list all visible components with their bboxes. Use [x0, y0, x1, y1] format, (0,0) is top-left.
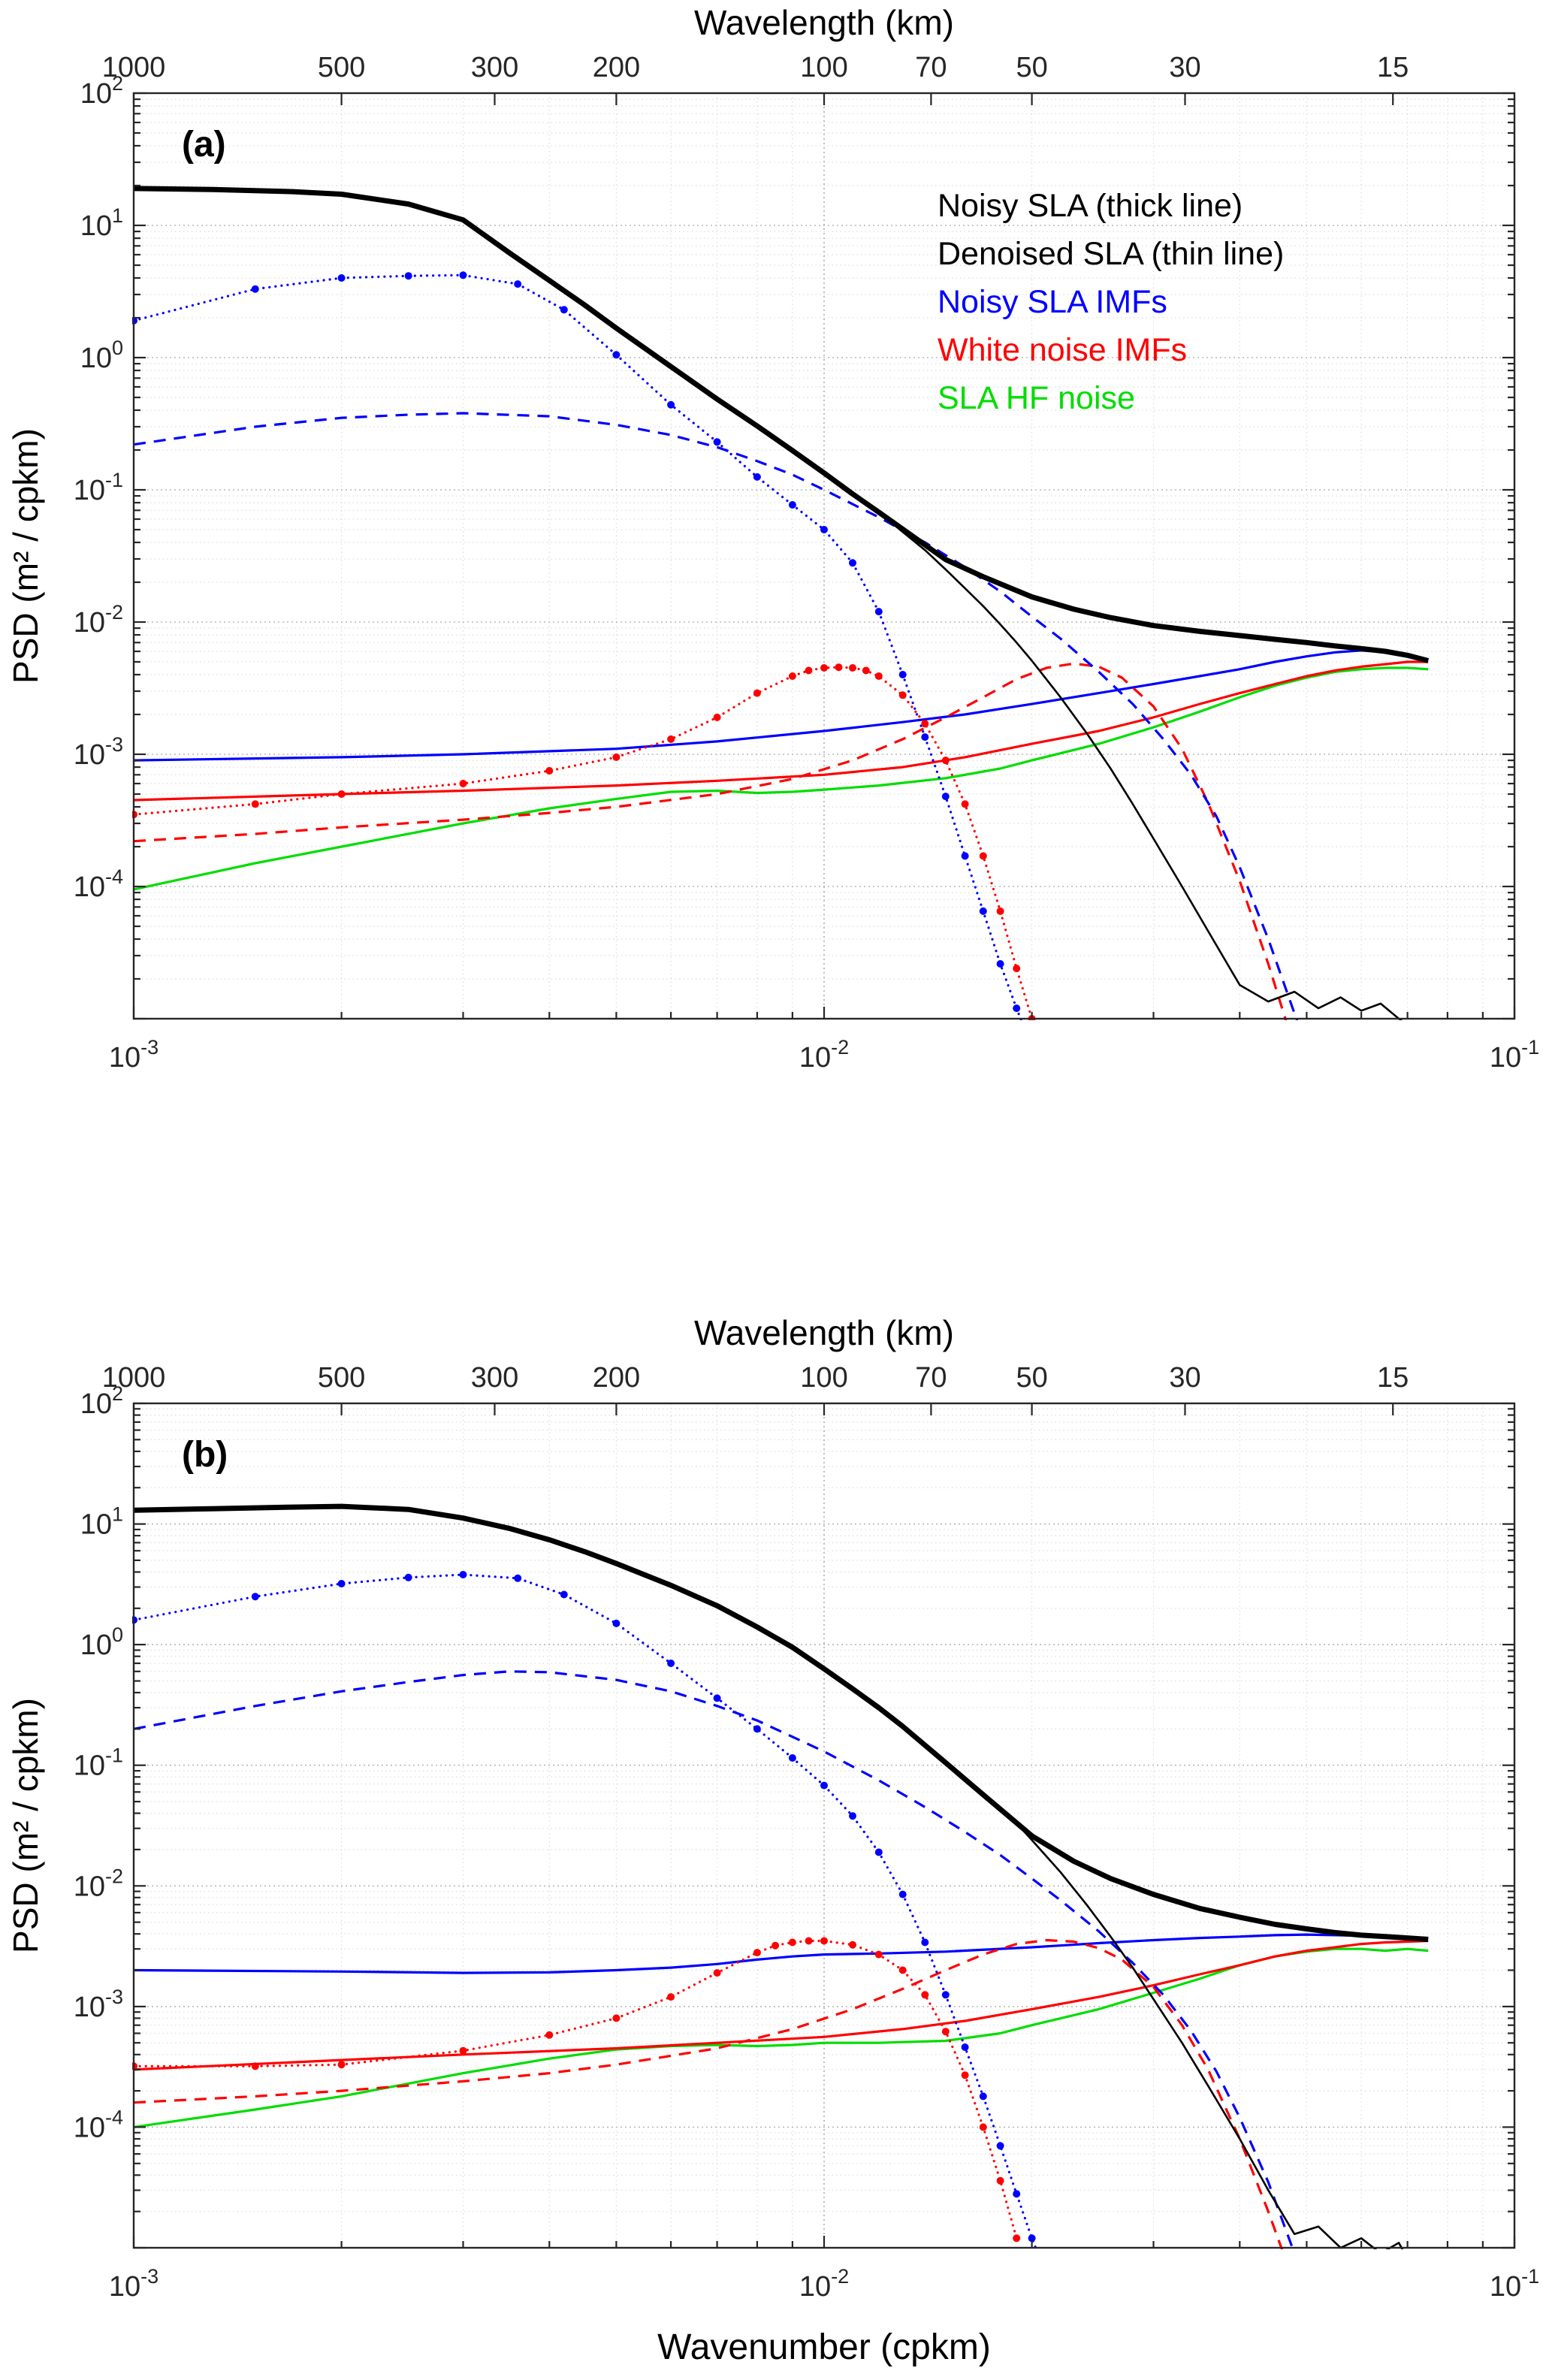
plot-area — [134, 93, 1514, 1019]
legend-entry: White noise IMFs — [938, 332, 1187, 368]
y-tick-label: 10-3 — [74, 1986, 123, 2023]
legend-entry: Noisy SLA (thick line) — [938, 188, 1243, 224]
y-tick-label: 10-2 — [74, 1865, 123, 1902]
series-sla-hf-noise — [133, 1947, 1429, 2128]
y-tick-label: 10-1 — [74, 469, 123, 506]
x-tick-label: 10-3 — [109, 1036, 159, 1074]
y-tick-label: 10-3 — [74, 733, 123, 771]
series-white-noise-imf-solid — [133, 660, 1429, 802]
wavelength-tick-label: 300 — [471, 52, 518, 83]
wavelength-tick-label: 1000 — [102, 52, 166, 83]
x-axis-title: Wavenumber (cpkm) — [657, 2327, 991, 2367]
wavelength-tick-label: 30 — [1169, 52, 1200, 83]
legend-entry: Noisy SLA IMFs — [938, 284, 1167, 320]
series-group — [132, 1503, 1429, 2249]
x-tick-label: 10-2 — [799, 1036, 849, 1074]
series-noisy-sla — [133, 186, 1430, 663]
x-tick-label: 10-3 — [109, 2265, 159, 2303]
series-group — [132, 186, 1430, 1020]
wavelength-tick-label: 50 — [1016, 52, 1047, 83]
wavelength-tick-label: 15 — [1377, 1362, 1409, 1394]
legend-entry: SLA HF noise — [938, 380, 1135, 416]
series-white-noise-imf-dotted-markers — [132, 1937, 1021, 2243]
y-tick-label: 100 — [80, 337, 123, 374]
series-noisy-sla — [133, 1503, 1429, 1942]
psd-panel-a: Wavelength (km) 1000 500 300 200 100 70 50 30 15 1… — [6, 3, 1539, 1074]
series-white-noise-imf-dashed — [133, 662, 1288, 1020]
series-white-noise-imf-solid — [133, 1939, 1429, 2071]
panel-label: (b) — [182, 1435, 228, 1475]
axis-labels: Wavelength (km) 1000 500 300 200 100 70 50 30 15 1… — [6, 3, 1539, 1074]
wavelength-tick-label: 100 — [800, 52, 847, 83]
series-white-noise-imf-dotted — [132, 1939, 1018, 2240]
series-noisy-sla-imf-dashed — [133, 1670, 1294, 2249]
top-axis-title: Wavelength (km) — [694, 1313, 954, 1352]
major-grid — [134, 1403, 1514, 2248]
x-tick-label: 10-2 — [799, 2265, 849, 2303]
y-axis-title: PSD (m² / cpkm) — [6, 1698, 45, 1953]
x-tick-label: 10-1 — [1490, 2265, 1539, 2303]
series-noisy-sla-imf-dotted-markers — [132, 1571, 1036, 2243]
legend: Noisy SLA (thick line) Denoised SLA (thin… — [938, 188, 1284, 416]
psd-panel-b: Wavelength (km) 1000 500 300 200 100 70 50 30 15 1… — [6, 1313, 1539, 2367]
plot-border — [132, 1402, 1516, 2249]
panel-label: (a) — [182, 125, 226, 165]
y-tick-label: 102 — [80, 72, 123, 110]
wavelength-tick-label: 70 — [915, 52, 947, 83]
series-denoised-sla — [877, 511, 1403, 1020]
wavelength-tick-label: 50 — [1016, 1362, 1047, 1394]
wavelength-tick-label: 500 — [318, 52, 365, 83]
wavelength-tick-label: 15 — [1377, 52, 1409, 83]
top-axis-title: Wavelength (km) — [694, 3, 954, 42]
y-tick-label: 101 — [80, 1503, 123, 1541]
series-noisy-sla-imf-dotted-markers — [132, 271, 1021, 1013]
y-tick-label: 101 — [80, 204, 123, 242]
y-tick-label: 10-4 — [74, 865, 123, 903]
wavelength-tick-label: 100 — [800, 1362, 847, 1394]
series-white-noise-imf-dashed — [133, 1938, 1284, 2249]
axis-ticks — [132, 1402, 1516, 2249]
y-tick-label: 10-4 — [74, 2106, 123, 2143]
major-grid — [134, 93, 1514, 1019]
axis-labels: Wavelength (km) 1000 500 300 200 100 70 50 30 15 1… — [6, 1313, 1539, 2367]
series-sla-hf-noise — [133, 666, 1429, 891]
wavelength-tick-label: 200 — [593, 52, 640, 83]
y-tick-label: 100 — [80, 1623, 123, 1661]
wavelength-tick-label: 200 — [593, 1362, 640, 1394]
y-tick-label: 10-1 — [74, 1744, 123, 1782]
y-tick-label: 10-2 — [74, 601, 123, 639]
wavelength-tick-label: 300 — [471, 1362, 518, 1394]
legend-entry: Denoised SLA (thin line) — [938, 236, 1284, 272]
wavelength-tick-label: 1000 — [102, 1362, 166, 1394]
wavelength-tick-label: 70 — [915, 1362, 947, 1394]
plot-border — [132, 92, 1516, 1020]
wavelength-tick-label: 30 — [1169, 1362, 1200, 1394]
x-tick-label: 10-1 — [1490, 1036, 1539, 1074]
wavelength-tick-label: 500 — [318, 1362, 365, 1394]
y-tick-label: 102 — [80, 1382, 123, 1420]
y-axis-title: PSD (m² / cpkm) — [6, 428, 45, 684]
